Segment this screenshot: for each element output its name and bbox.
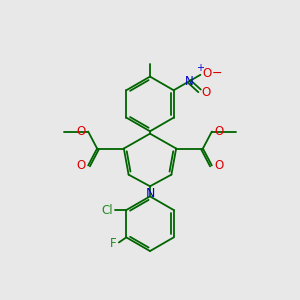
Text: O: O — [202, 85, 211, 98]
Text: O: O — [214, 159, 223, 172]
Text: O: O — [202, 67, 212, 80]
Text: N: N — [145, 187, 155, 200]
Text: Cl: Cl — [101, 203, 113, 217]
Text: N: N — [185, 74, 194, 88]
Text: O: O — [77, 159, 86, 172]
Text: O: O — [214, 125, 223, 138]
Text: F: F — [110, 237, 117, 250]
Text: O: O — [77, 125, 86, 138]
Text: −: − — [212, 67, 222, 80]
Text: +: + — [196, 63, 204, 73]
